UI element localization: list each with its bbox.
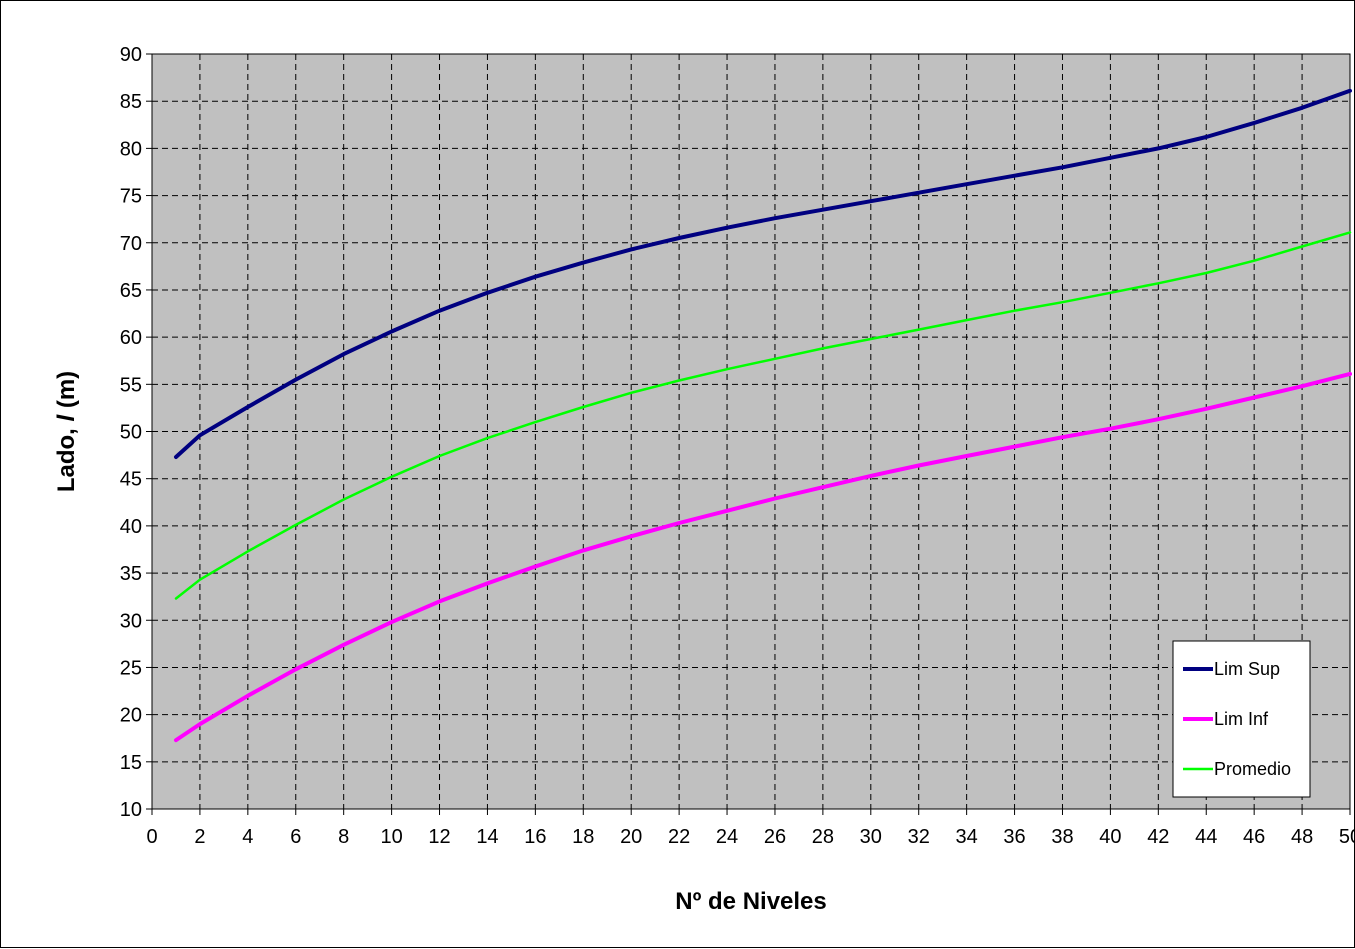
- y-tick-label: 65: [120, 280, 142, 302]
- y-axis: 10 15 20 25 30 35 40 45 50 55 60 65 70 75 80 85 90: [120, 44, 152, 821]
- x-tick-label: 30: [860, 826, 882, 848]
- x-tick-label: 18: [572, 826, 594, 848]
- x-tick-label: 32: [908, 826, 930, 848]
- x-tick-label: 0: [146, 826, 157, 848]
- grid: [152, 54, 1350, 809]
- x-tick-label: 42: [1147, 826, 1169, 848]
- y-tick-label: 45: [120, 469, 142, 491]
- y-tick-label: 85: [120, 91, 142, 113]
- x-tick-label: 22: [668, 826, 690, 848]
- x-tick-label: 14: [476, 826, 498, 848]
- x-tick-label: 48: [1291, 826, 1313, 848]
- x-tick-label: 6: [290, 826, 301, 848]
- y-axis-title-part-2: l: [53, 414, 80, 422]
- legend-label: Promedio: [1214, 759, 1291, 779]
- y-axis-title: Lado, l (m): [53, 371, 80, 492]
- y-tick-label: 55: [120, 374, 142, 396]
- x-tick-label: 28: [812, 826, 834, 848]
- x-tick-label: 26: [764, 826, 786, 848]
- x-tick-label: 44: [1195, 826, 1217, 848]
- y-tick-label: 35: [120, 563, 142, 585]
- y-tick-label: 20: [120, 705, 142, 727]
- x-tick-label: 24: [716, 826, 738, 848]
- legend-label: Lim Inf: [1214, 709, 1269, 729]
- x-axis-title: Nº de Niveles: [675, 888, 827, 915]
- x-tick-label: 4: [242, 826, 253, 848]
- plot-area: [151, 53, 1351, 810]
- legend: Lim Sup Lim Inf Promedio: [1172, 640, 1311, 798]
- y-tick-label: 25: [120, 657, 142, 679]
- series-line-lim-inf: [174, 371, 1352, 743]
- x-tick-label: 12: [428, 826, 450, 848]
- y-tick-label: 30: [120, 610, 142, 632]
- legend-label: Lim Sup: [1214, 659, 1280, 679]
- series-group: [174, 88, 1352, 743]
- x-tick-label: 40: [1099, 826, 1121, 848]
- y-tick-label: 90: [120, 44, 142, 66]
- y-tick-label: 80: [120, 138, 142, 160]
- y-tick-label: 15: [120, 752, 142, 774]
- y-tick-label: 50: [120, 422, 142, 444]
- x-tick-label: 38: [1051, 826, 1073, 848]
- x-tick-label: 2: [194, 826, 205, 848]
- x-tick-label: 20: [620, 826, 642, 848]
- y-axis-title-part-1: Lado,: [53, 422, 80, 493]
- x-tick-label: 36: [1003, 826, 1025, 848]
- x-tick-label: 10: [380, 826, 402, 848]
- series-line-lim-sup: [174, 88, 1352, 459]
- x-tick-label: 50: [1339, 826, 1355, 848]
- x-tick-label: 16: [524, 826, 546, 848]
- y-axis-title-part-3: (m): [53, 371, 80, 415]
- y-tick-label: 70: [120, 233, 142, 255]
- series-line-promedio: [174, 231, 1352, 600]
- y-tick-label: 10: [120, 799, 142, 821]
- x-tick-label: 46: [1243, 826, 1265, 848]
- y-tick-label: 40: [120, 516, 142, 538]
- y-tick-label: 75: [120, 186, 142, 208]
- x-tick-label: 8: [338, 826, 349, 848]
- x-axis: 0 2 4 6 8 10 12 14 16 18 20 22 24 26 28 30 32 34 36 38 40 42 4…: [146, 809, 1355, 848]
- x-tick-label: 34: [956, 826, 978, 848]
- y-tick-label: 60: [120, 327, 142, 349]
